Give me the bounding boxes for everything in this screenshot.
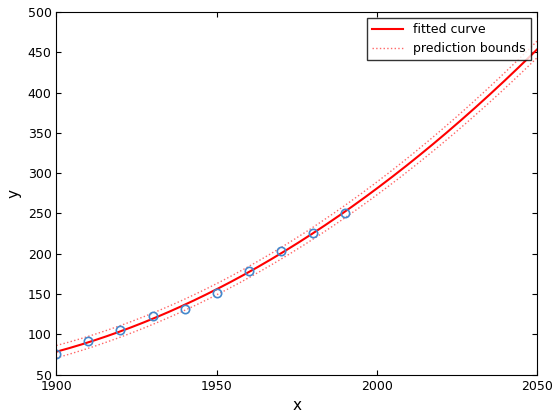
X-axis label: x: x [292, 398, 301, 413]
Legend: fitted curve, prediction bounds: fitted curve, prediction bounds [367, 18, 531, 60]
Y-axis label: y: y [7, 189, 22, 198]
